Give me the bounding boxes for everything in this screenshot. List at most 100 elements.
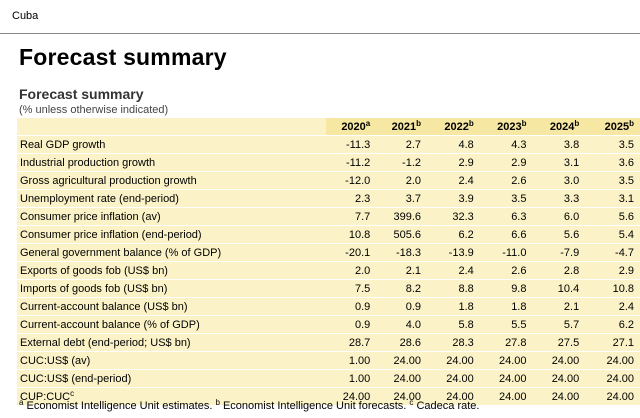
table-cell: 24.00 bbox=[532, 369, 586, 388]
table-cell: 6.2 bbox=[427, 225, 480, 244]
table-cell: 505.6 bbox=[376, 225, 428, 244]
table-cell: 2.3 bbox=[326, 189, 377, 208]
table-row: Gross agricultural production growth -12.… bbox=[17, 171, 640, 190]
table-cell: 3.6 bbox=[585, 153, 640, 172]
table-cell: 10.8 bbox=[585, 279, 640, 298]
row-label: Current-account balance (US$ bn) bbox=[17, 297, 327, 316]
table-cell: -11.2 bbox=[326, 153, 377, 172]
row-label: CUC:US$ (end-period) bbox=[17, 369, 327, 388]
table-cell: 10.4 bbox=[532, 279, 586, 298]
table-cell: -11.3 bbox=[326, 135, 377, 154]
table-cell: 28.7 bbox=[326, 333, 377, 352]
table-cell: 3.7 bbox=[376, 189, 428, 208]
table-cell: 7.7 bbox=[326, 207, 377, 226]
table-cell: 24.00 bbox=[585, 369, 640, 388]
table-cell: 9.8 bbox=[479, 279, 533, 298]
table-row: Exports of goods fob (US$ bn) 2.0 2.1 2.4 2.… bbox=[17, 261, 640, 280]
table-cell: 3.8 bbox=[532, 135, 586, 154]
table-row: Current-account balance (% of GDP) 0.9 4.0… bbox=[17, 315, 640, 334]
table-cell: -20.1 bbox=[326, 243, 377, 262]
table-cell: 24.00 bbox=[427, 387, 480, 406]
table-cell: 24.00 bbox=[532, 351, 586, 370]
table-cell: -12.0 bbox=[326, 171, 377, 190]
table-cell: 24.00 bbox=[427, 351, 480, 370]
table-cell: 4.8 bbox=[427, 135, 480, 154]
table-cell: 27.1 bbox=[585, 333, 640, 352]
table-cell: 399.6 bbox=[376, 207, 428, 226]
table-cell: -13.9 bbox=[427, 243, 480, 262]
table-cell: 24.00 bbox=[427, 369, 480, 388]
row-label: Consumer price inflation (end-period) bbox=[17, 225, 327, 244]
table-cell: 2.4 bbox=[427, 261, 480, 280]
table-cell: 2.9 bbox=[585, 261, 640, 280]
table-cell: 2.1 bbox=[532, 297, 586, 316]
table-header-row: 2020a 2021b 2022b 2023b 2024b 2025b bbox=[17, 118, 640, 136]
table-cell: 5.5 bbox=[479, 315, 533, 334]
header-corner bbox=[17, 118, 327, 136]
table-row: General government balance (% of GDP) -20… bbox=[17, 243, 640, 262]
table-cell: 24.00 bbox=[376, 369, 428, 388]
column-header-year: 2024b bbox=[532, 118, 586, 136]
table-row: Current-account balance (US$ bn) 0.9 0.9 1.… bbox=[17, 297, 640, 316]
table-cell: 6.3 bbox=[479, 207, 533, 226]
table-cell: 3.3 bbox=[532, 189, 586, 208]
table-cell: 2.6 bbox=[479, 171, 533, 190]
table-row: CUC:US$ (av) 1.00 24.00 24.00 24.00 24.00 24.0… bbox=[17, 351, 640, 370]
row-label: Industrial production growth bbox=[17, 153, 327, 172]
column-header-year: 2025b bbox=[585, 118, 640, 136]
table-row: Real GDP growth -11.3 2.7 4.8 4.3 3.8 3.5 bbox=[17, 135, 640, 154]
table-cell: 5.8 bbox=[427, 315, 480, 334]
row-label: CUC:US$ (av) bbox=[17, 351, 327, 370]
table-cell: 28.3 bbox=[427, 333, 480, 352]
table-cell: 3.5 bbox=[479, 189, 533, 208]
table-body: Real GDP growth -11.3 2.7 4.8 4.3 3.8 3.5 Indus… bbox=[17, 135, 640, 406]
table-cell: 1.8 bbox=[427, 297, 480, 316]
page-title: Forecast summary bbox=[19, 44, 227, 70]
row-label: External debt (end-period; US$ bn) bbox=[17, 333, 327, 352]
table-cell: 32.3 bbox=[427, 207, 480, 226]
row-label: Imports of goods fob (US$ bn) bbox=[17, 279, 327, 298]
table-cell: 6.0 bbox=[532, 207, 586, 226]
table-cell: 2.9 bbox=[427, 153, 480, 172]
table-cell: 3.0 bbox=[532, 171, 586, 190]
table-cell: 0.9 bbox=[326, 315, 377, 334]
table-cell: 6.2 bbox=[585, 315, 640, 334]
row-label: CUP:CUCc bbox=[17, 387, 327, 406]
table-cell: -7.9 bbox=[532, 243, 586, 262]
table-row: Industrial production growth -11.2 -1.2 2.9… bbox=[17, 153, 640, 172]
table-cell: 24.00 bbox=[376, 351, 428, 370]
table-cell: 7.5 bbox=[326, 279, 377, 298]
table-cell: 2.0 bbox=[376, 171, 428, 190]
column-header-year: 2020a bbox=[326, 118, 377, 136]
table-cell: 0.9 bbox=[326, 297, 377, 316]
table-cell: 8.8 bbox=[427, 279, 480, 298]
table-cell: -18.3 bbox=[376, 243, 428, 262]
footnotes: a Economist Intelligence Unit estimates.… bbox=[19, 398, 480, 413]
table-cell: 8.2 bbox=[376, 279, 428, 298]
table-cell: 5.4 bbox=[585, 225, 640, 244]
row-label: Consumer price inflation (av) bbox=[17, 207, 327, 226]
table-row: Imports of goods fob (US$ bn) 7.5 8.2 8.8 9.… bbox=[17, 279, 640, 298]
table-cell: 2.8 bbox=[532, 261, 586, 280]
country-label: Cuba bbox=[12, 10, 39, 22]
table-cell: 4.0 bbox=[376, 315, 428, 334]
table-cell: 2.7 bbox=[376, 135, 428, 154]
table-cell: 24.00 bbox=[326, 387, 377, 406]
table-cell: -4.7 bbox=[585, 243, 640, 262]
row-label: Real GDP growth bbox=[17, 135, 327, 154]
table-row: External debt (end-period; US$ bn) 28.7 28… bbox=[17, 333, 640, 352]
table-cell: 3.1 bbox=[532, 153, 586, 172]
table-cell: 4.3 bbox=[479, 135, 533, 154]
table-row: Consumer price inflation (end-period) 10.… bbox=[17, 225, 640, 244]
table-row: Consumer price inflation (av) 7.7 399.6 32.… bbox=[17, 207, 640, 226]
table-cell: 1.00 bbox=[326, 369, 377, 388]
table-cell: 1.00 bbox=[326, 351, 377, 370]
table-cell: 24.00 bbox=[479, 351, 533, 370]
table-cell: 24.00 bbox=[532, 387, 586, 406]
table-cell: 24.00 bbox=[479, 387, 533, 406]
table-row: CUP:CUCc 24.00 24.00 24.00 24.00 24.00 24.00 bbox=[17, 387, 640, 406]
table-cell: 24.00 bbox=[585, 351, 640, 370]
table-cell: 5.6 bbox=[585, 207, 640, 226]
table-cell: 2.0 bbox=[326, 261, 377, 280]
forecast-table: 2020a 2021b 2022b 2023b 2024b 2025b Real… bbox=[17, 118, 640, 406]
